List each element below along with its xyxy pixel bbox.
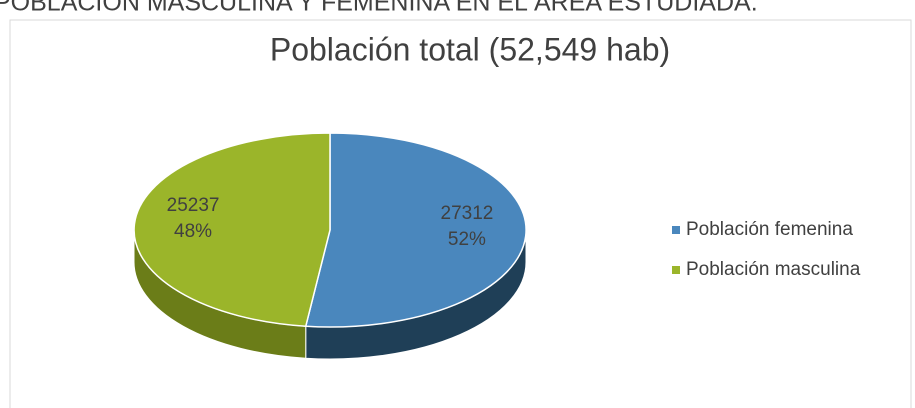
legend-label: Población femenina xyxy=(686,219,853,240)
legend-swatch xyxy=(672,266,680,274)
legend-swatch xyxy=(672,226,680,234)
chart-title: Población total (52,549 hab) xyxy=(270,31,670,67)
data-label-percent: 48% xyxy=(174,221,212,242)
data-label: 27312 xyxy=(441,203,494,224)
data-label: 25237 xyxy=(167,195,220,216)
data-label-percent: 52% xyxy=(448,229,486,250)
pie-slice xyxy=(133,132,331,328)
pie-slice xyxy=(304,132,527,328)
legend-label: Población masculina xyxy=(686,259,861,280)
heading: POBLACIÓN MASCULINA Y FEMENINA EN EL ÁRE… xyxy=(0,0,758,17)
